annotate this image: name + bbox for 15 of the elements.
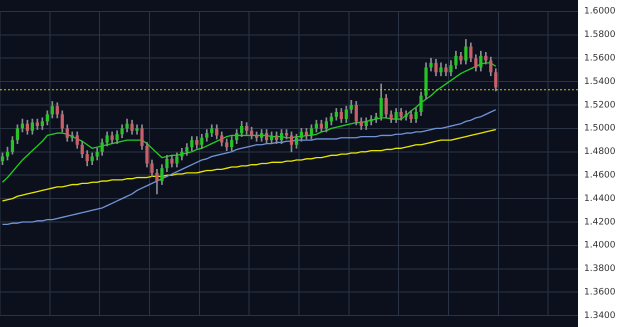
- y-tick-label: 1.5200: [584, 100, 616, 110]
- y-tick-label: 1.4200: [584, 217, 616, 228]
- y-tick-label: 1.5400: [584, 76, 616, 87]
- y-tick-label: 1.4800: [584, 147, 616, 158]
- y-tick-label: 1.4600: [584, 170, 616, 181]
- y-tick-label: 1.4000: [584, 240, 616, 251]
- y-tick-label: 1.3600: [584, 288, 616, 298]
- y-tick-label: 1.3400: [584, 310, 616, 321]
- y-tick-label: 1.5800: [584, 30, 616, 40]
- candlestick: [284, 129, 288, 140]
- y-tick-label: 1.3800: [584, 264, 616, 274]
- y-tick-label: 1.4400: [584, 194, 616, 204]
- y-tick-label: 1.5000: [584, 124, 616, 134]
- y-tick-label: 1.5600: [584, 54, 616, 64]
- y-tick-label: 1.6000: [584, 6, 616, 17]
